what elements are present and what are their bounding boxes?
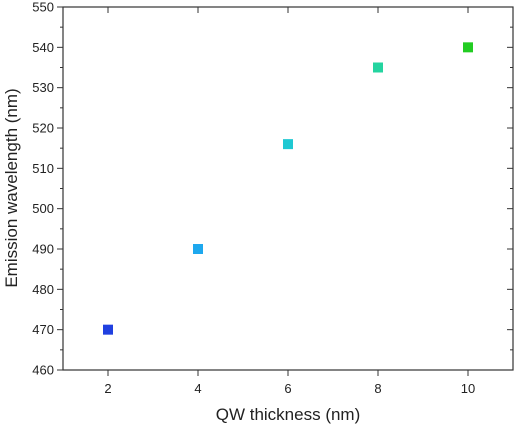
y-tick-label: 550 [32, 0, 54, 15]
data-point [373, 62, 383, 73]
y-tick-label: 480 [32, 282, 54, 297]
tick-labels: 2 4 6 8 10 460 470 480 490 500 510 520 530 540 550 [32, 0, 475, 396]
data-point [103, 324, 113, 335]
x-tick-label: 6 [284, 381, 291, 396]
x-tick-label: 10 [461, 381, 475, 396]
y-tick-label: 460 [32, 363, 54, 378]
y-tick-label: 490 [32, 242, 54, 257]
y-tick-label: 540 [32, 40, 54, 55]
data-point [283, 139, 293, 150]
y-tick-label: 470 [32, 322, 54, 337]
plot-frame [62, 6, 514, 371]
x-tick-label: 4 [194, 381, 201, 396]
y-tick-label: 510 [32, 161, 54, 176]
y-tick-label: 530 [32, 80, 54, 95]
y-axis-title: Emission wavelength (nm) [2, 88, 21, 287]
y-tick-label: 520 [32, 121, 54, 136]
data-points [103, 42, 473, 335]
y-tick-label: 500 [32, 201, 54, 216]
data-point [193, 244, 203, 254]
x-tick-label: 8 [374, 381, 381, 396]
data-point [463, 42, 473, 53]
x-axis-title: QW thickness (nm) [216, 405, 361, 424]
ticks [57, 6, 513, 376]
x-tick-label: 2 [104, 381, 111, 396]
